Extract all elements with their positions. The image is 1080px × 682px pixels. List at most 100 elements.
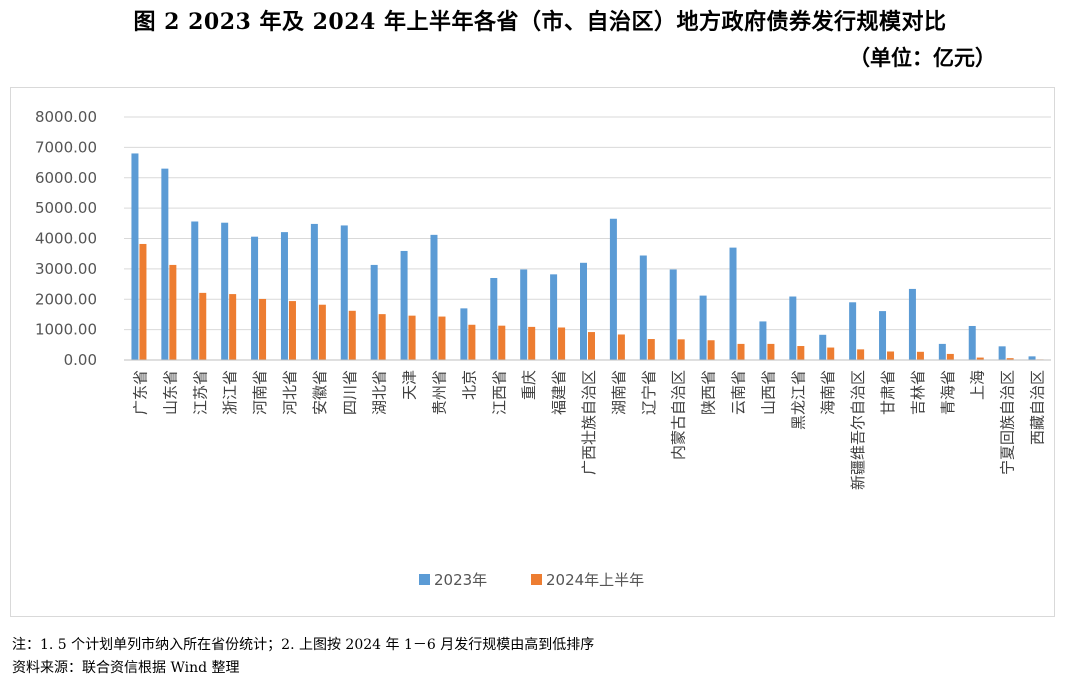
bar-2023: [191, 221, 199, 360]
bar-2024h1: [767, 343, 775, 360]
source-note: 资料来源：联合资信根据 Wind 整理: [12, 660, 240, 676]
bar-2024h1: [617, 334, 625, 360]
x-tick-label: 安徽省: [311, 370, 329, 415]
bar-2023: [669, 269, 677, 360]
x-tick-label: 青海省: [939, 370, 957, 415]
unit-label: （单位：亿元）: [849, 45, 996, 70]
bar-2024h1: [378, 314, 386, 360]
bar-chart: 0.00 1000.00 2000.00 3000.00 4000.00 5000.00 6…: [35, 108, 1051, 589]
bar-2024h1: [857, 349, 865, 360]
x-tick-label: 辽宁省: [640, 370, 658, 415]
y-tick-label: 4000.00: [35, 230, 97, 248]
bar-2024h1: [1006, 358, 1014, 360]
x-tick-label: 山西省: [759, 370, 777, 415]
bar-2023: [998, 346, 1006, 360]
chart-frame: 0.00 1000.00 2000.00 3000.00 4000.00 5000.00 6…: [10, 87, 1055, 617]
bar-2024h1: [887, 351, 895, 360]
y-tick-label: 7000.00: [35, 138, 97, 156]
footnote: 注：1. 5 个计划单列市纳入所在省份统计；2. 上图按 2024 年 1－6 …: [12, 637, 595, 653]
x-tick-label: 河北省: [281, 370, 299, 415]
x-tick-label: 云南省: [730, 370, 748, 415]
bar-2024h1: [139, 243, 147, 360]
x-tick-label: 广东省: [131, 370, 149, 415]
bar-2023: [639, 255, 647, 360]
bar-2024h1: [797, 346, 805, 360]
bar-2023: [580, 262, 587, 360]
x-tick-label: 江西省: [490, 370, 508, 415]
bar-2024h1: [558, 327, 566, 360]
x-tick-label: 吉林省: [909, 370, 927, 415]
x-tick-label: 黑龙江省: [789, 370, 807, 430]
bar-2023: [251, 236, 259, 360]
bar-2023: [759, 321, 767, 360]
x-tick-label: 重庆: [520, 370, 538, 400]
y-axis: 0.00 1000.00 2000.00 3000.00 4000.00 5000.00 6…: [35, 108, 97, 369]
bar-2024h1: [468, 324, 476, 360]
legend-label-2023: 2023年: [434, 571, 487, 589]
bar-2023: [699, 295, 707, 360]
x-tick-label: 山东省: [161, 370, 179, 415]
bar-2024h1: [677, 339, 685, 360]
y-tick-label: 0.00: [64, 351, 97, 369]
bar-2024h1: [169, 264, 177, 360]
bar-2023: [520, 269, 528, 360]
bar-2024h1: [348, 310, 356, 360]
bar-2024h1: [916, 351, 924, 360]
bar-2023: [460, 308, 468, 360]
bar-2023: [430, 234, 438, 360]
bar-2024h1: [946, 353, 954, 360]
bar-2023: [221, 222, 229, 360]
bar-2023: [550, 274, 558, 360]
bar-2023: [1028, 356, 1036, 360]
bar-2023: [908, 288, 916, 360]
x-tick-label: 内蒙古自治区: [670, 370, 688, 460]
x-tick-label: 西藏自治区: [1029, 370, 1047, 445]
y-tick-label: 8000.00: [35, 108, 97, 126]
bar-2024h1: [408, 315, 416, 360]
x-axis: 广东省 山东省 江苏省 浙江省 河南省 河北省 安徽省 四川省 湖北省 天津 贵州省 北京 江西省 重庆福…: [124, 359, 1051, 490]
bar-2024h1: [707, 340, 715, 360]
x-tick-label: 浙江省: [221, 370, 239, 415]
x-tick-label: 天津: [401, 370, 419, 400]
bar-2024h1: [737, 343, 745, 360]
y-tick-label: 6000.00: [35, 169, 97, 187]
bar-2024h1: [647, 339, 655, 360]
x-tick-label: 广西壮族自治区: [580, 370, 598, 475]
bars: [131, 153, 1044, 360]
bar-2023: [280, 232, 288, 360]
x-tick-label: 贵州省: [430, 370, 448, 415]
bar-2024h1: [438, 316, 446, 360]
legend: 2023年 2024年上半年: [419, 571, 644, 589]
bar-2023: [400, 250, 408, 360]
gridlines: [124, 116, 1051, 361]
bar-2023: [340, 225, 348, 360]
x-tick-label: 江苏省: [191, 370, 209, 415]
bar-2024h1: [528, 326, 536, 360]
y-tick-label: 5000.00: [35, 199, 97, 217]
bar-2023: [938, 343, 946, 360]
x-tick-label: 河南省: [251, 370, 269, 415]
bar-2024h1: [229, 294, 237, 360]
bar-2024h1: [318, 304, 326, 360]
bar-2023: [789, 296, 797, 360]
legend-label-2024: 2024年上半年: [546, 571, 644, 589]
bar-2024h1: [976, 357, 984, 360]
x-tick-label: 福建省: [550, 370, 568, 415]
x-tick-label: 四川省: [341, 370, 359, 415]
bar-2024h1: [259, 298, 267, 360]
legend-swatch-2023: [419, 574, 430, 585]
y-tick-label: 2000.00: [35, 290, 97, 308]
bar-2023: [609, 218, 617, 360]
x-tick-label: 新疆维吾尔自治区: [849, 370, 867, 490]
x-tick-label: 宁夏回族自治区: [999, 370, 1017, 475]
x-tick-label: 海南省: [819, 370, 837, 415]
bar-2023: [968, 325, 976, 360]
bar-2024h1: [827, 347, 835, 360]
bar-2023: [819, 334, 827, 360]
x-tick-label: 北京: [460, 370, 478, 400]
y-tick-label: 3000.00: [35, 260, 97, 278]
y-tick-label: 1000.00: [35, 321, 97, 339]
x-tick-label: 甘肃省: [879, 370, 897, 415]
bar-2023: [131, 153, 139, 360]
x-tick-label: 陕西省: [700, 370, 718, 415]
